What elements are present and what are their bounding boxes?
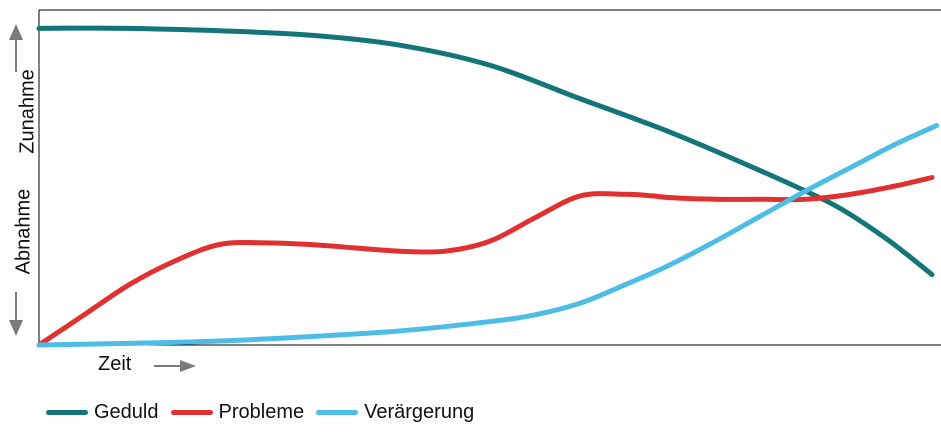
legend-label-probleme: Probleme xyxy=(218,401,305,423)
legend-swatch-veraergerung xyxy=(316,410,359,415)
legend-swatch-geduld xyxy=(46,410,88,415)
down-arrow-icon xyxy=(9,292,23,336)
legend-label-veraergerung: Verärgerung xyxy=(364,401,475,423)
y-axis-label-up: Zunahme xyxy=(16,69,39,154)
series-line-geduld xyxy=(36,25,935,278)
series-line-ver-rgerung xyxy=(36,123,939,348)
up-arrow-icon xyxy=(9,24,23,72)
legend-label-geduld: Geduld xyxy=(94,401,159,423)
series-line-probleme xyxy=(36,175,935,348)
x-axis-label: Zeit xyxy=(98,353,132,375)
legend-item-veraergerung: Verärgerung xyxy=(316,401,474,424)
y-axis-label-down: Abnahme xyxy=(12,188,35,275)
legend-swatch-probleme xyxy=(170,410,213,415)
legend: Geduld Probleme Verärgerung xyxy=(46,401,486,424)
legend-item-geduld: Geduld xyxy=(46,401,159,424)
right-arrow-icon xyxy=(154,360,196,372)
legend-item-probleme: Probleme xyxy=(170,401,305,424)
